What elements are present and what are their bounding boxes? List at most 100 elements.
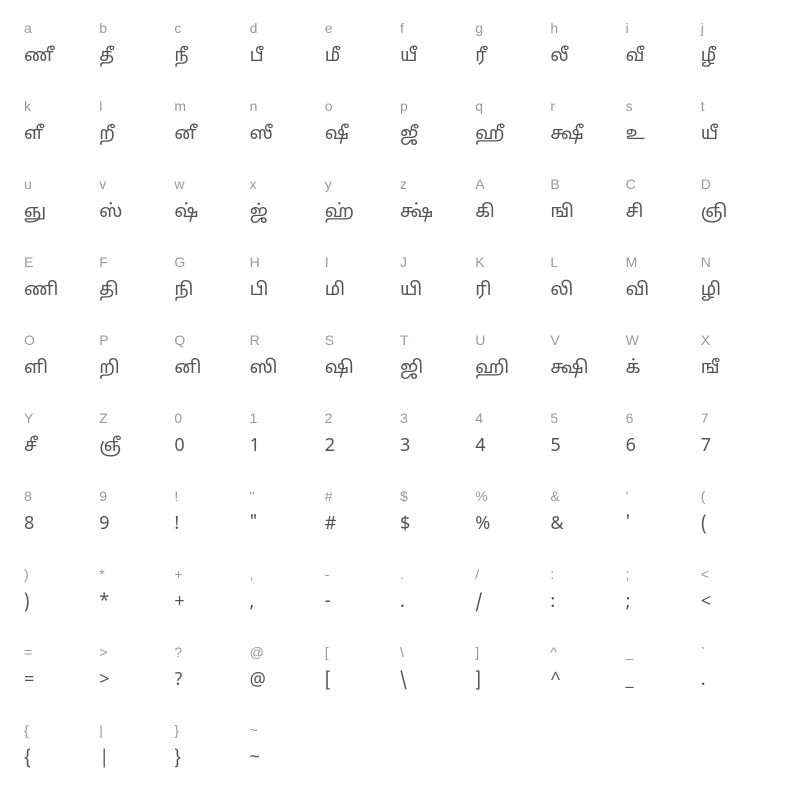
char-cell: eமீ: [325, 20, 400, 98]
char-cell: yஹ்: [325, 176, 400, 254]
char-key: 7: [701, 410, 776, 426]
char-glyph: ழீ: [701, 48, 776, 66]
char-glyph: #: [325, 516, 400, 534]
char-key: %: [475, 488, 550, 504]
char-cell: )): [24, 566, 99, 644]
char-glyph: :: [550, 594, 625, 612]
char-key: E: [24, 254, 99, 270]
char-key: `: [701, 644, 776, 660]
char-key: R: [250, 332, 325, 348]
char-glyph: ஸ்: [99, 204, 174, 222]
char-cell: ;;: [626, 566, 701, 644]
char-key: X: [701, 332, 776, 348]
char-key: y: [325, 176, 400, 192]
char-cell: 55: [550, 410, 625, 488]
char-glyph: றீ: [99, 126, 174, 144]
char-glyph: யி: [400, 282, 475, 300]
char-glyph: யீ: [701, 126, 776, 144]
char-key: Q: [174, 332, 249, 348]
char-key: 5: [550, 410, 625, 426]
char-glyph: தி: [99, 282, 174, 300]
char-glyph: %: [475, 516, 550, 534]
char-glyph: \: [400, 672, 475, 690]
char-key: [: [325, 644, 400, 660]
char-cell: 77: [701, 410, 776, 488]
char-key: ^: [550, 644, 625, 660]
char-cell: Jயி: [400, 254, 475, 332]
char-key: +: [174, 566, 249, 582]
char-cell: mனீ: [174, 98, 249, 176]
char-glyph: ": [250, 516, 325, 534]
char-key: i: [626, 20, 701, 36]
char-key: O: [24, 332, 99, 348]
char-cell: b தீ: [99, 20, 174, 98]
char-cell: !!: [174, 488, 249, 566]
char-cell: ++: [174, 566, 249, 644]
char-cell: rக்ஷீ: [550, 98, 625, 176]
char-key: |: [99, 722, 174, 738]
char-cell: Xஙீ: [701, 332, 776, 410]
char-key: m: [174, 98, 249, 114]
char-glyph: னி: [174, 360, 249, 378]
char-glyph: &: [550, 516, 625, 534]
char-cell: Pறி: [99, 332, 174, 410]
char-cell: gரீ: [475, 20, 550, 98]
char-key: a: [24, 20, 99, 36]
char-glyph: வீ: [626, 48, 701, 66]
char-glyph: நீ: [174, 48, 249, 66]
char-key: <: [701, 566, 776, 582]
char-glyph: ளி: [24, 360, 99, 378]
char-glyph: ரீ: [475, 48, 550, 66]
char-key: o: [325, 98, 400, 114]
char-cell: Gநி: [174, 254, 249, 332]
char-key: F: [99, 254, 174, 270]
char-key: p: [400, 98, 475, 114]
char-key: W: [626, 332, 701, 348]
char-glyph: ஞு: [24, 204, 99, 222]
char-glyph: ?: [174, 672, 249, 690]
char-cell: Kரி: [475, 254, 550, 332]
char-cell: Tஜி: [400, 332, 475, 410]
char-cell: 88: [24, 488, 99, 566]
char-key: b: [99, 20, 174, 36]
char-cell: Rஸி: [250, 332, 325, 410]
char-glyph: ரி: [475, 282, 550, 300]
char-glyph: ;: [626, 594, 701, 612]
char-cell: ??: [174, 644, 249, 722]
char-cell: cநீ: [174, 20, 249, 98]
char-key: 8: [24, 488, 99, 504]
char-glyph: லீ: [550, 48, 625, 66]
char-key: I: [325, 254, 400, 270]
char-cell: 33: [400, 410, 475, 488]
char-cell: Wக்: [626, 332, 701, 410]
char-key: .: [400, 566, 475, 582]
char-glyph: ஙி: [550, 204, 625, 222]
char-cell: pஜீ: [400, 98, 475, 176]
char-glyph: 0: [174, 438, 249, 456]
char-key: 6: [626, 410, 701, 426]
char-key: @: [250, 644, 325, 660]
char-key: \: [400, 644, 475, 660]
char-key: &: [550, 488, 625, 504]
char-cell: t யீ: [701, 98, 776, 176]
char-glyph: மீ: [325, 48, 400, 66]
char-cell: Zஞீ: [99, 410, 174, 488]
char-key: (: [701, 488, 776, 504]
char-cell: 11: [250, 410, 325, 488]
char-glyph: <: [701, 594, 776, 612]
char-cell: 22: [325, 410, 400, 488]
char-glyph: 4: [475, 438, 550, 456]
char-key: A: [475, 176, 550, 192]
char-key: H: [250, 254, 325, 270]
char-key: =: [24, 644, 99, 660]
char-cell: &&: [550, 488, 625, 566]
char-key: z: [400, 176, 475, 192]
char-key: t: [701, 98, 776, 114]
char-glyph: க்ஷ்: [400, 204, 475, 222]
char-glyph: (: [701, 516, 776, 534]
char-glyph: தீ: [99, 48, 174, 66]
char-glyph: }: [174, 750, 249, 768]
char-glyph: ளீ: [24, 126, 99, 144]
char-key: x: [250, 176, 325, 192]
char-glyph: =: [24, 672, 99, 690]
